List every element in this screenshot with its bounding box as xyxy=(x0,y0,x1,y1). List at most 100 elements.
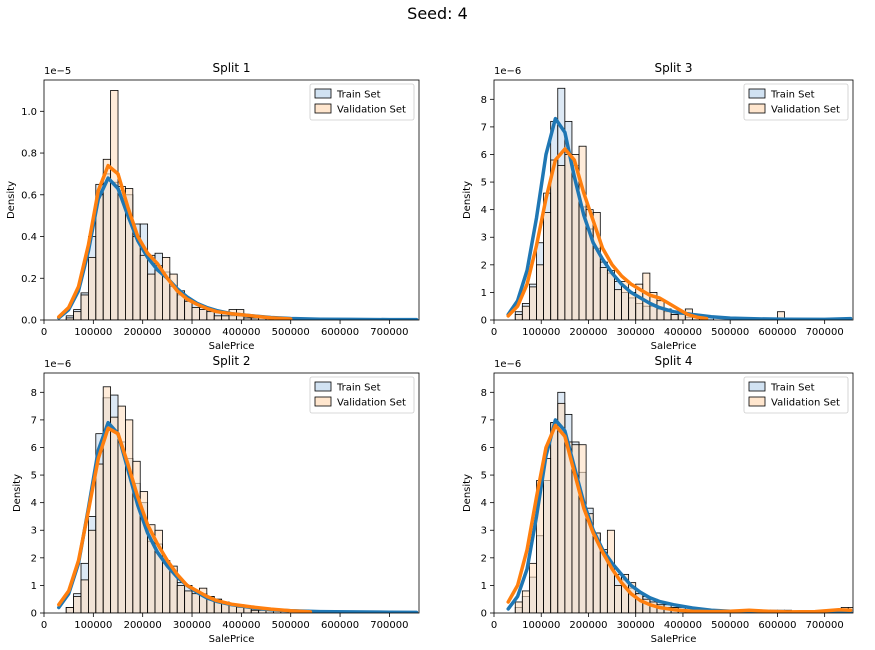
x-tick-label: 400000 xyxy=(664,620,702,631)
x-tick-label: 200000 xyxy=(124,620,162,631)
y-tick-label: 4 xyxy=(481,498,487,509)
y-tick-label: 6 xyxy=(481,150,487,161)
validation-kde-line xyxy=(506,423,853,613)
x-tick-label: 500000 xyxy=(272,327,310,338)
y-tick-label: 3 xyxy=(31,526,37,537)
validation-kde-line xyxy=(57,426,313,613)
legend-box xyxy=(743,83,849,121)
legend-item-validation-swatch xyxy=(748,103,766,114)
validation-histogram-bar xyxy=(191,593,200,613)
validation-kde-line xyxy=(506,147,709,320)
y-axis-label: Density xyxy=(462,181,473,219)
x-tick-label: 500000 xyxy=(711,327,749,338)
legend-item-validation-label: Validation Set xyxy=(771,105,840,116)
y-tick-label: 4 xyxy=(481,205,487,216)
y-tick-label: 1 xyxy=(481,288,487,299)
validation-histogram-bar xyxy=(102,386,112,613)
x-tick-label: 700000 xyxy=(370,327,408,338)
x-tick-label: 400000 xyxy=(222,327,260,338)
x-tick-label: 300000 xyxy=(173,327,211,338)
validation-histogram-bar xyxy=(564,154,573,320)
legend-item-validation-label: Validation Set xyxy=(337,105,406,116)
validation-histogram-bar xyxy=(536,264,544,320)
x-axis-label: SalePrice xyxy=(209,634,255,645)
y-tick-label: 1 xyxy=(481,581,487,592)
x-tick-label: 200000 xyxy=(569,327,607,338)
x-tick-label: 300000 xyxy=(617,620,655,631)
validation-histogram-bar xyxy=(110,416,119,613)
y-tick-label: 5 xyxy=(31,471,37,482)
x-tick-label: 200000 xyxy=(124,327,162,338)
subplot-title: Split 2 xyxy=(212,354,250,368)
validation-histogram-bar xyxy=(529,286,537,320)
validation-histogram-bar xyxy=(543,212,552,320)
legend-item-train-label: Train Set xyxy=(770,383,815,394)
y-tick-label: 0.2 xyxy=(21,274,37,285)
validation-histogram-bar xyxy=(578,145,587,320)
y-tick-label: 7 xyxy=(31,415,37,426)
validation-histogram-bar xyxy=(514,601,523,613)
validation-histogram-bar xyxy=(184,300,193,320)
legend-item-validation-swatch xyxy=(314,396,332,407)
legend-item-train-swatch xyxy=(748,381,766,392)
x-axis-label: SalePrice xyxy=(651,341,697,352)
validation-histogram-bar xyxy=(550,422,559,613)
y-tick-label: 0.0 xyxy=(21,316,37,327)
validation-histogram-bar xyxy=(191,307,200,320)
x-tick-label: 300000 xyxy=(173,620,211,631)
x-tick-label: 600000 xyxy=(321,327,359,338)
legend-box xyxy=(309,83,415,121)
y-axis-label: Density xyxy=(6,181,17,219)
validation-histogram-bar xyxy=(521,590,530,613)
y-tick-label: 6 xyxy=(31,443,37,454)
y-tick-label: 3 xyxy=(481,233,487,244)
validation-histogram-bar xyxy=(139,254,149,320)
validation-histogram-bar xyxy=(777,311,785,320)
subplot-title: Split 3 xyxy=(654,61,692,75)
y-offset-text: 1e−5 xyxy=(44,66,71,77)
legend-item-validation-label: Validation Set xyxy=(771,398,840,409)
x-tick-label: 100000 xyxy=(74,620,112,631)
y-axis-label: Density xyxy=(12,474,23,512)
axes-frame xyxy=(43,372,420,614)
y-axis-label: Density xyxy=(462,474,473,512)
y-tick-label: 2 xyxy=(481,553,487,564)
y-offset-text: 1e−6 xyxy=(44,359,71,370)
x-tick-label: 0 xyxy=(491,327,497,338)
x-tick-label: 400000 xyxy=(664,327,702,338)
y-tick-label: 0 xyxy=(481,609,487,620)
validation-histogram-bar xyxy=(80,579,89,613)
axes-frame xyxy=(493,372,854,614)
y-tick-label: 6 xyxy=(481,443,487,454)
validation-histogram-bar xyxy=(125,419,134,613)
validation-kde-line xyxy=(57,163,293,320)
x-tick-label: 700000 xyxy=(370,620,408,631)
y-tick-label: 1 xyxy=(31,581,37,592)
validation-histogram-bar xyxy=(614,585,622,613)
validation-histogram-bar xyxy=(521,305,530,320)
y-tick-label: 8 xyxy=(31,388,37,399)
y-tick-label: 0.8 xyxy=(21,149,37,160)
validation-histogram-bar xyxy=(564,441,573,613)
x-axis-label: SalePrice xyxy=(209,341,255,352)
legend-item-validation-swatch xyxy=(748,396,766,407)
legend-item-train-label: Train Set xyxy=(336,90,381,101)
validation-histogram-bar xyxy=(543,458,552,613)
validation-histogram-bar xyxy=(221,315,230,320)
legend-item-validation-label: Validation Set xyxy=(337,398,406,409)
y-tick-label: 0.6 xyxy=(21,190,37,201)
y-tick-label: 0 xyxy=(481,316,487,327)
y-tick-label: 7 xyxy=(481,415,487,426)
legend-item-train-swatch xyxy=(314,381,332,392)
subplot-title: Split 1 xyxy=(212,61,250,75)
validation-histogram-bar xyxy=(132,236,141,320)
validation-histogram-bar xyxy=(578,444,587,613)
validation-histogram-bar xyxy=(95,463,104,613)
x-tick-label: 100000 xyxy=(522,620,560,631)
y-tick-label: 8 xyxy=(481,388,487,399)
y-tick-label: 4 xyxy=(31,498,37,509)
y-tick-label: 5 xyxy=(481,178,487,189)
legend-item-train-swatch xyxy=(314,88,332,99)
validation-histogram-bar xyxy=(88,529,97,613)
x-tick-label: 500000 xyxy=(272,620,310,631)
